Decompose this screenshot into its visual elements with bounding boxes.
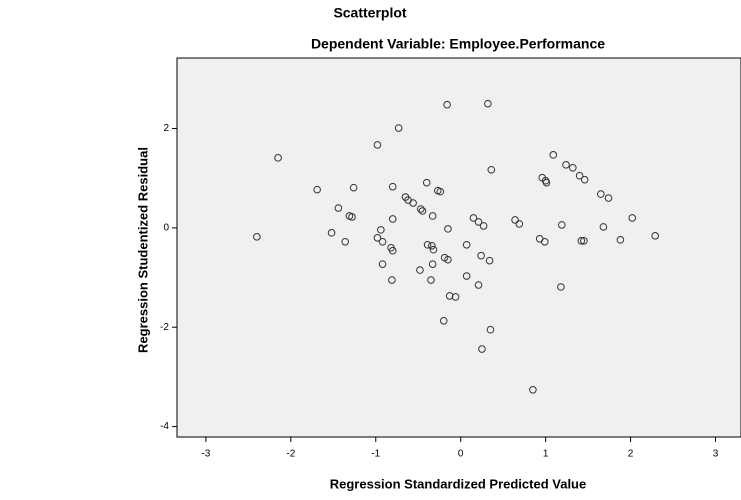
chart: Scatterplot Dependent Variable: Employee…	[0, 0, 741, 495]
x-tick-label: -2	[286, 449, 295, 460]
plot-area	[177, 58, 741, 437]
y-axis-label: Regression Studentized Residual	[135, 147, 150, 353]
y-tick-label: 0	[163, 223, 169, 234]
x-tick-label: 2	[628, 449, 634, 460]
chart-title: Scatterplot	[333, 5, 406, 21]
y-tick-label: -4	[160, 421, 169, 432]
x-tick-label: 1	[543, 449, 549, 460]
x-tick-label: -3	[201, 449, 210, 460]
chart-subtitle: Dependent Variable: Employee.Performance	[311, 36, 605, 52]
y-tick-label: -2	[160, 322, 169, 333]
x-axis-label: Regression Standardized Predicted Value	[330, 476, 586, 491]
y-tick-label: 2	[163, 123, 169, 134]
x-tick-label: 0	[458, 449, 464, 460]
x-tick-label: -1	[371, 449, 380, 460]
x-tick-label: 3	[713, 449, 719, 460]
